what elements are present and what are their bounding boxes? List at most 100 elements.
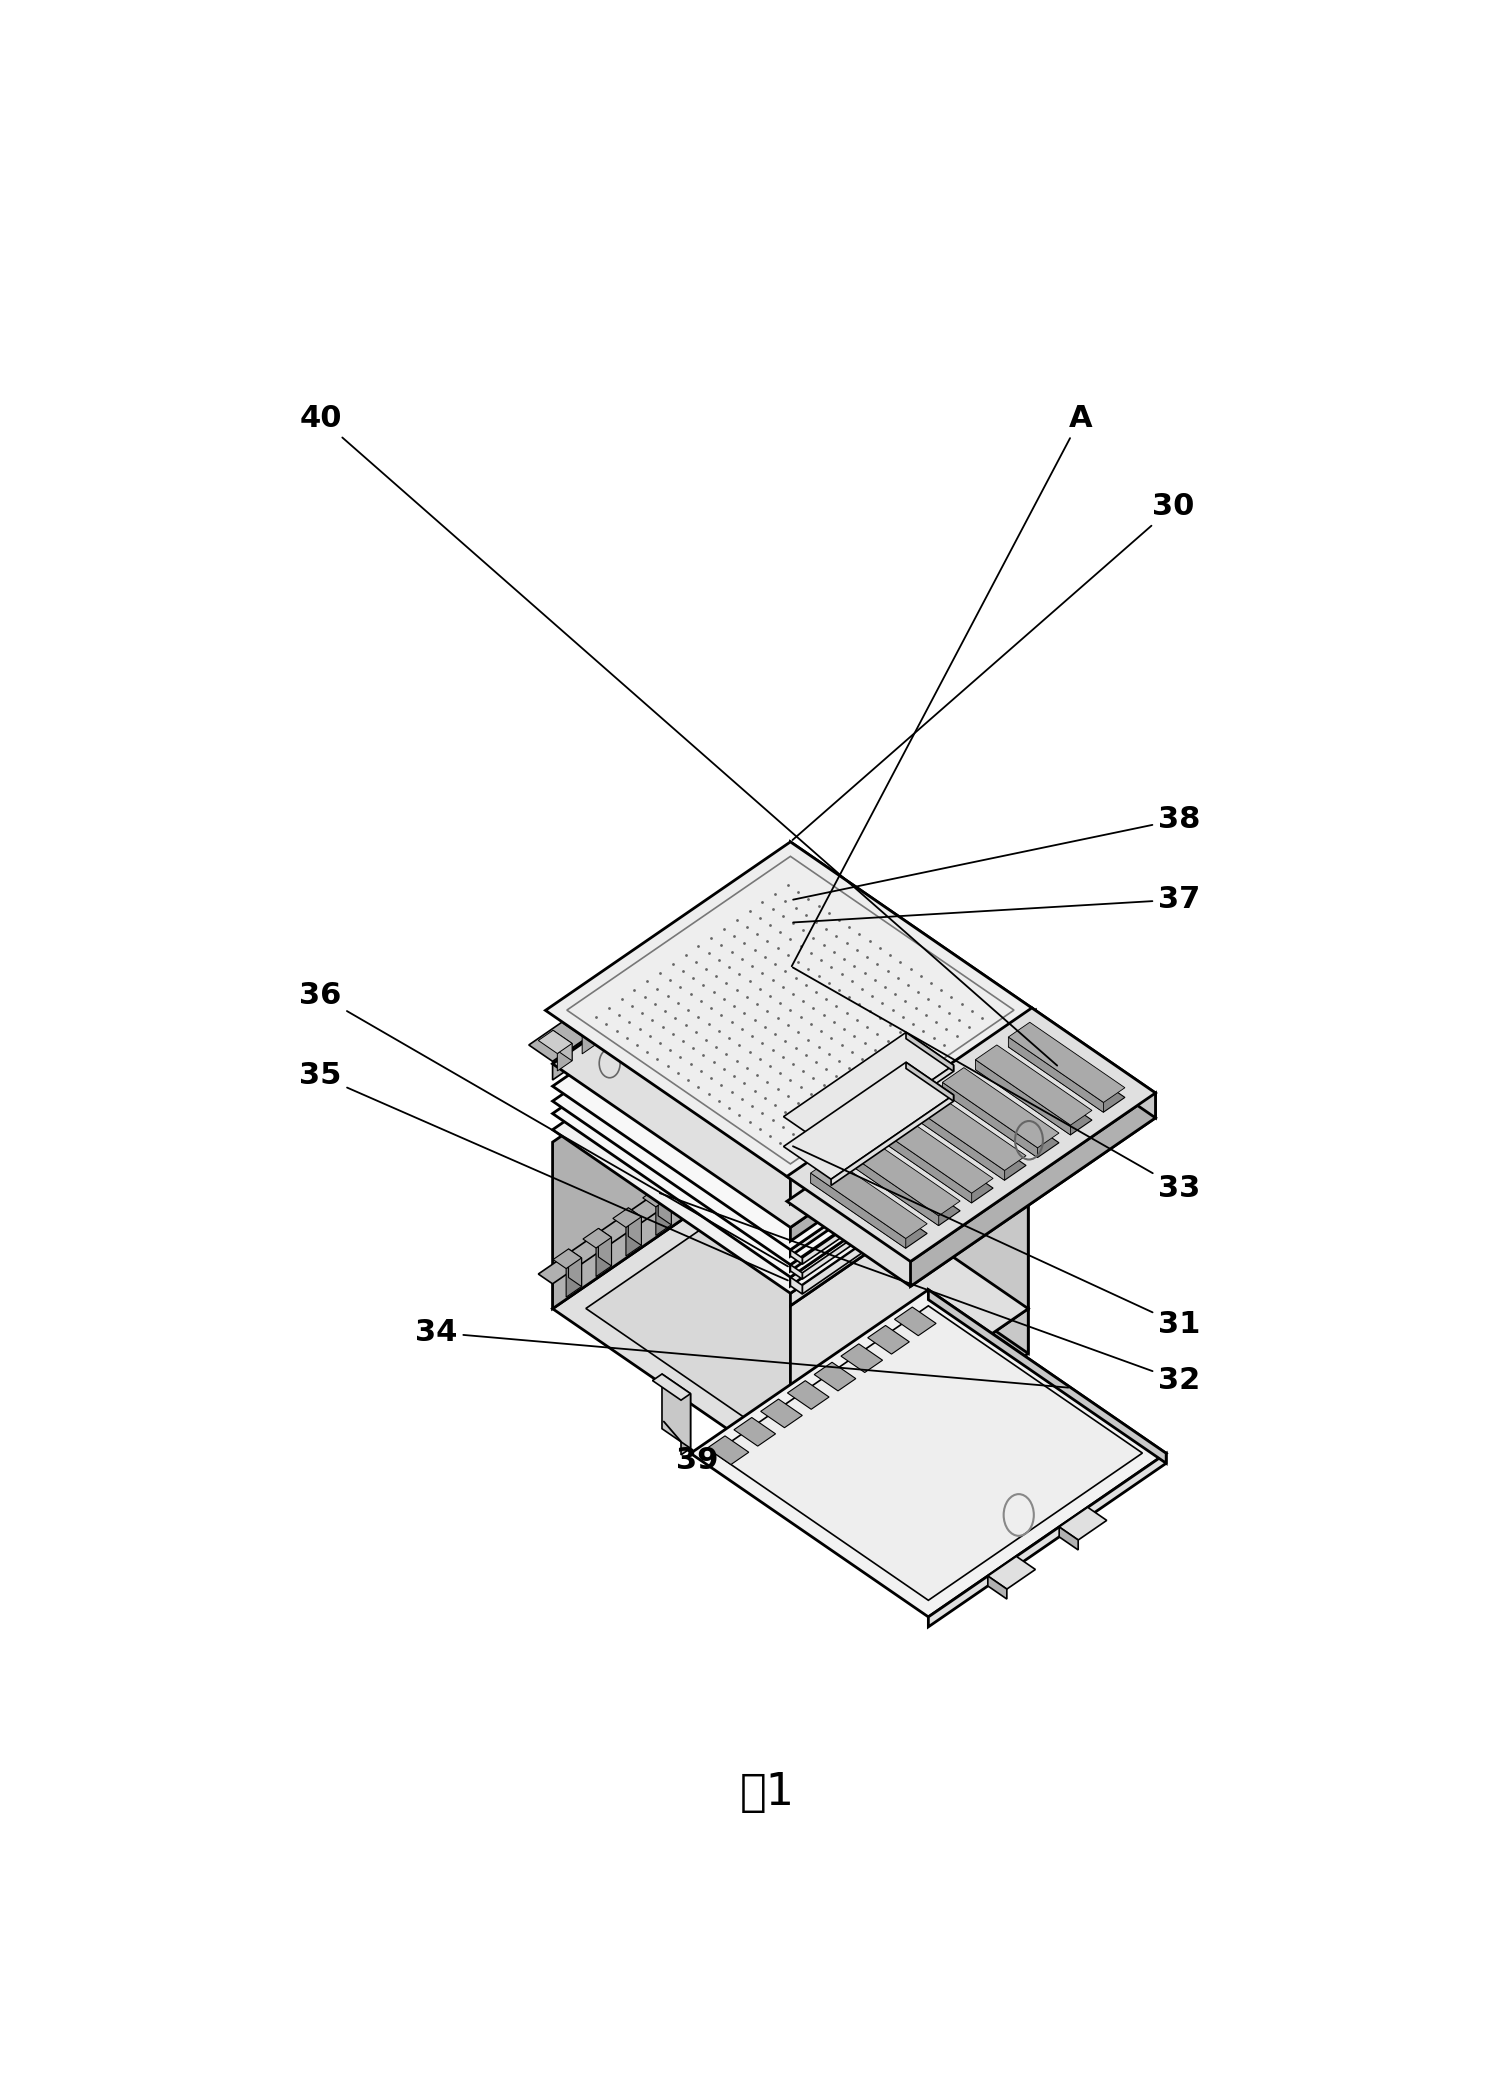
Polygon shape bbox=[528, 881, 790, 1062]
Polygon shape bbox=[895, 1306, 936, 1335]
Polygon shape bbox=[677, 946, 696, 975]
Polygon shape bbox=[731, 923, 746, 952]
Polygon shape bbox=[713, 910, 746, 933]
Polygon shape bbox=[728, 910, 746, 942]
Polygon shape bbox=[831, 1064, 954, 1156]
Text: 34: 34 bbox=[415, 1319, 1069, 1387]
Polygon shape bbox=[790, 842, 1036, 1035]
Text: 33: 33 bbox=[793, 967, 1201, 1202]
Polygon shape bbox=[814, 1362, 856, 1391]
Polygon shape bbox=[790, 1141, 1028, 1473]
Polygon shape bbox=[719, 1146, 731, 1183]
Polygon shape bbox=[552, 1146, 1028, 1473]
Polygon shape bbox=[976, 1060, 1070, 1135]
Text: 31: 31 bbox=[793, 1146, 1201, 1339]
Polygon shape bbox=[582, 1027, 597, 1054]
Polygon shape bbox=[877, 1112, 993, 1194]
Polygon shape bbox=[844, 1146, 960, 1225]
Polygon shape bbox=[569, 1250, 582, 1287]
Polygon shape bbox=[790, 967, 1028, 1141]
Polygon shape bbox=[766, 881, 790, 917]
Polygon shape bbox=[612, 1208, 641, 1227]
Polygon shape bbox=[606, 1010, 621, 1037]
Polygon shape bbox=[746, 1135, 760, 1173]
Polygon shape bbox=[734, 1416, 775, 1446]
Text: 图1: 图1 bbox=[740, 1771, 795, 1814]
Polygon shape bbox=[689, 1166, 701, 1204]
Polygon shape bbox=[877, 1127, 972, 1204]
Polygon shape bbox=[629, 1208, 641, 1246]
Polygon shape bbox=[928, 1289, 1166, 1462]
Polygon shape bbox=[662, 1375, 690, 1448]
Polygon shape bbox=[928, 1454, 1166, 1627]
Polygon shape bbox=[790, 1085, 1028, 1256]
Polygon shape bbox=[790, 1308, 1028, 1516]
Polygon shape bbox=[790, 1102, 1028, 1271]
Polygon shape bbox=[687, 927, 722, 952]
Polygon shape bbox=[732, 1125, 760, 1146]
Polygon shape bbox=[790, 1129, 1028, 1306]
Polygon shape bbox=[976, 1046, 1091, 1125]
Polygon shape bbox=[557, 1044, 572, 1071]
Polygon shape bbox=[783, 1033, 954, 1150]
Polygon shape bbox=[690, 1289, 1166, 1616]
Polygon shape bbox=[790, 1064, 1028, 1241]
Polygon shape bbox=[552, 900, 1028, 1227]
Polygon shape bbox=[751, 894, 771, 925]
Polygon shape bbox=[760, 1400, 802, 1427]
Polygon shape bbox=[910, 1094, 1156, 1287]
Polygon shape bbox=[552, 937, 1028, 1264]
Polygon shape bbox=[1009, 1037, 1103, 1112]
Polygon shape bbox=[539, 1031, 572, 1054]
Polygon shape bbox=[868, 1325, 909, 1354]
Polygon shape bbox=[585, 1169, 996, 1450]
Polygon shape bbox=[811, 1158, 927, 1239]
Polygon shape bbox=[653, 1375, 690, 1400]
Polygon shape bbox=[790, 1010, 1036, 1204]
Polygon shape bbox=[681, 958, 696, 985]
Polygon shape bbox=[748, 1125, 760, 1162]
Polygon shape bbox=[596, 1237, 611, 1277]
Polygon shape bbox=[702, 1146, 731, 1166]
Polygon shape bbox=[552, 979, 790, 1308]
Polygon shape bbox=[545, 842, 1036, 1179]
Polygon shape bbox=[638, 962, 672, 985]
Polygon shape bbox=[686, 1175, 701, 1214]
Polygon shape bbox=[802, 1123, 1040, 1294]
Text: 37: 37 bbox=[793, 885, 1201, 923]
Polygon shape bbox=[707, 942, 722, 969]
Polygon shape bbox=[1028, 1114, 1040, 1131]
Polygon shape bbox=[844, 1135, 960, 1216]
Polygon shape bbox=[582, 1229, 611, 1248]
Polygon shape bbox=[539, 1110, 790, 1283]
Polygon shape bbox=[552, 1250, 582, 1269]
Polygon shape bbox=[588, 996, 621, 1019]
Polygon shape bbox=[1031, 1008, 1156, 1119]
Polygon shape bbox=[681, 1394, 690, 1454]
Polygon shape bbox=[657, 975, 672, 1002]
Polygon shape bbox=[790, 1250, 802, 1264]
Polygon shape bbox=[787, 1008, 1156, 1262]
Polygon shape bbox=[603, 996, 621, 1027]
Polygon shape bbox=[737, 894, 771, 917]
Polygon shape bbox=[714, 1306, 1142, 1600]
Text: 38: 38 bbox=[793, 804, 1201, 900]
Polygon shape bbox=[552, 1031, 572, 1060]
Polygon shape bbox=[906, 1062, 954, 1102]
Polygon shape bbox=[790, 1146, 1028, 1354]
Polygon shape bbox=[672, 1166, 701, 1187]
Polygon shape bbox=[656, 1196, 671, 1235]
Text: 35: 35 bbox=[299, 1062, 787, 1281]
Text: 40: 40 bbox=[299, 404, 1057, 1066]
Polygon shape bbox=[1028, 1102, 1040, 1116]
Polygon shape bbox=[790, 1277, 802, 1294]
Text: 39: 39 bbox=[663, 1421, 719, 1475]
Polygon shape bbox=[563, 1012, 597, 1037]
Text: A: A bbox=[792, 404, 1093, 967]
Polygon shape bbox=[612, 979, 647, 1002]
Polygon shape bbox=[707, 1435, 748, 1464]
Polygon shape bbox=[552, 923, 1028, 1250]
Polygon shape bbox=[943, 1069, 1058, 1148]
Polygon shape bbox=[790, 937, 1028, 1108]
Polygon shape bbox=[790, 900, 1028, 1077]
